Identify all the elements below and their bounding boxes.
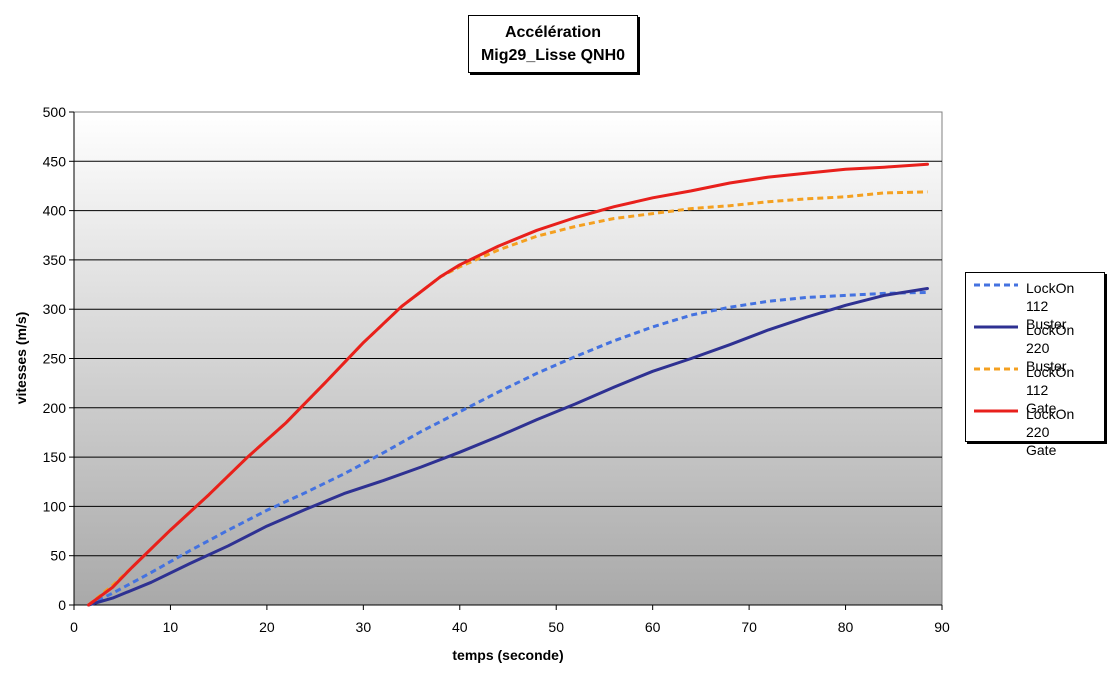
legend-swatch xyxy=(974,325,1018,329)
legend: LockOn 112 Buster LockOn 220 Buster LockOn… xyxy=(965,272,1105,458)
x-tick-label: 40 xyxy=(452,619,468,635)
y-tick-label: 500 xyxy=(43,104,67,120)
legend-swatch xyxy=(974,367,1018,371)
y-tick-label: 350 xyxy=(43,252,67,268)
y-tick-label: 0 xyxy=(58,597,66,613)
legend-swatch xyxy=(974,409,1018,413)
y-tick-label: 250 xyxy=(43,351,67,367)
x-tick-label: 10 xyxy=(163,619,179,635)
chart-subtitle: Mig29_Lisse QNH0 xyxy=(480,47,626,64)
legend-label: LockOn 112 Gate xyxy=(1026,364,1075,416)
axes: 0 50 100 150 200 250 300 350 400 450 500 0 10 20 30 40 5… xyxy=(43,104,950,635)
x-tick-label: 20 xyxy=(259,619,275,635)
legend-item: LockOn 112 Buster xyxy=(972,279,1100,332)
legend-label: LockOn 220 Buster xyxy=(1026,322,1075,374)
series-lines xyxy=(87,162,929,607)
y-tick-label: 150 xyxy=(43,449,67,465)
x-axis-label: temps (seconde) xyxy=(452,647,563,663)
x-tick-label: 80 xyxy=(838,619,854,635)
x-tick-label: 90 xyxy=(934,619,950,635)
legend-label: LockOn 112 Buster xyxy=(1026,280,1075,332)
y-tick-label: 100 xyxy=(43,498,67,514)
x-tick-label: 50 xyxy=(548,619,564,635)
series-line-1 xyxy=(87,290,928,607)
legend-label: LockOn 220 Gate xyxy=(1026,406,1075,458)
legend-item: LockOn 220 Buster xyxy=(972,321,1100,374)
x-tick-label: 60 xyxy=(645,619,661,635)
y-tick-label: 50 xyxy=(50,548,66,564)
y-axis-label: vitesses (m/s) xyxy=(13,312,29,405)
gridlines xyxy=(74,160,942,557)
y-tick-label: 400 xyxy=(43,203,67,219)
legend-swatch xyxy=(974,283,1018,287)
x-tick-label: 70 xyxy=(741,619,757,635)
legend-item: LockOn 220 Gate xyxy=(972,405,1100,458)
x-tick-label: 30 xyxy=(356,619,372,635)
x-tick-label: 0 xyxy=(70,619,78,635)
legend-item: LockOn 112 Gate xyxy=(972,363,1100,416)
y-tick-label: 300 xyxy=(43,301,67,317)
series-line-2 xyxy=(87,287,929,607)
y-tick-label: 450 xyxy=(43,153,67,169)
chart-title-box: Accélération Mig29_Lisse QNH0 xyxy=(468,15,638,73)
chart-title: Accélération xyxy=(504,24,602,41)
series-line-4 xyxy=(87,162,929,607)
y-tick-label: 200 xyxy=(43,400,67,416)
